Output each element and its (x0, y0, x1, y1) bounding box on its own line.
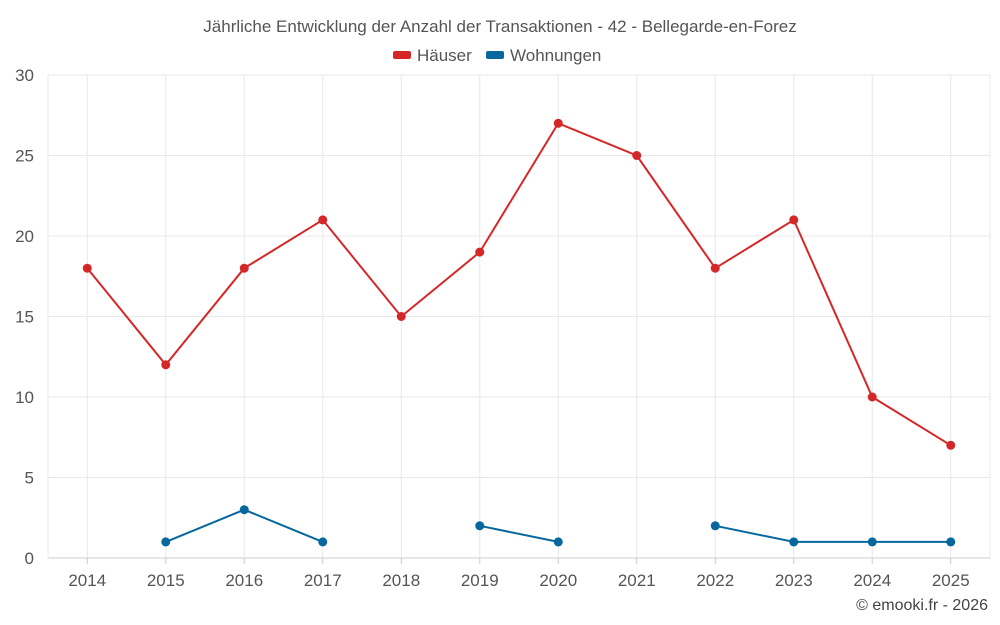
data-point[interactable] (475, 521, 485, 531)
credit-text: © emooki.fr - 2026 (856, 597, 988, 614)
legend-item-2[interactable]: Wohnungen (486, 46, 601, 65)
legend-item-1[interactable]: Häuser (393, 46, 472, 65)
x-tick-label: 2014 (68, 571, 106, 590)
y-tick-label: 15 (15, 308, 34, 327)
data-point[interactable] (475, 247, 485, 257)
data-point[interactable] (789, 537, 799, 547)
x-axis: 2014 2015 2016 2017 2018 2019 2020 2021 2022 2023… (48, 557, 990, 590)
data-point[interactable] (82, 263, 92, 273)
legend-swatch (393, 51, 411, 59)
data-point[interactable] (867, 392, 877, 402)
series-layer (82, 118, 956, 547)
x-tick-label: 2015 (147, 571, 185, 590)
x-tick-label: 2017 (304, 571, 342, 590)
series-line (479, 524, 559, 543)
data-point[interactable] (789, 215, 799, 225)
data-point[interactable] (239, 263, 249, 273)
x-tick-label: 2018 (382, 571, 420, 590)
legend-label: Häuser (417, 46, 472, 65)
x-tick-label: 2023 (775, 571, 813, 590)
data-point[interactable] (239, 505, 249, 515)
data-point[interactable] (946, 537, 956, 547)
data-point[interactable] (553, 118, 563, 128)
grid (47, 74, 991, 558)
legend-label: Wohnungen (510, 46, 601, 65)
x-tick-label: 2024 (853, 571, 891, 590)
y-tick-label: 5 (25, 469, 34, 488)
y-axis: 0 5 10 15 20 25 30 (15, 66, 34, 568)
y-tick-label: 10 (15, 388, 34, 407)
series-line (86, 122, 952, 447)
x-tick-label: 2025 (932, 571, 970, 590)
chart-title: Jährliche Entwicklung der Anzahl der Tra… (203, 17, 796, 36)
data-point[interactable] (946, 440, 956, 450)
y-tick-label: 20 (15, 227, 34, 246)
data-point[interactable] (632, 151, 642, 160)
data-point[interactable] (396, 312, 406, 321)
data-point[interactable] (318, 215, 328, 225)
series-2 (161, 505, 956, 547)
x-tick-label: 2019 (461, 571, 499, 590)
y-tick-label: 30 (15, 66, 34, 85)
legend-swatch (486, 51, 504, 59)
data-point[interactable] (318, 537, 328, 547)
x-tick-label: 2022 (696, 571, 734, 590)
data-point[interactable] (553, 537, 563, 547)
data-point[interactable] (161, 537, 171, 547)
data-point[interactable] (710, 263, 720, 273)
x-tick-label: 2016 (225, 571, 263, 590)
legend[interactable]: Häuser Wohnungen (393, 46, 601, 65)
series-line (715, 524, 951, 543)
y-tick-label: 25 (15, 147, 34, 166)
series-1 (82, 118, 956, 450)
data-point[interactable] (161, 360, 171, 370)
y-tick-label: 0 (25, 549, 34, 568)
x-tick-label: 2021 (618, 571, 656, 590)
data-point[interactable] (710, 521, 720, 531)
data-point[interactable] (867, 537, 877, 547)
x-tick-label: 2020 (539, 571, 577, 590)
